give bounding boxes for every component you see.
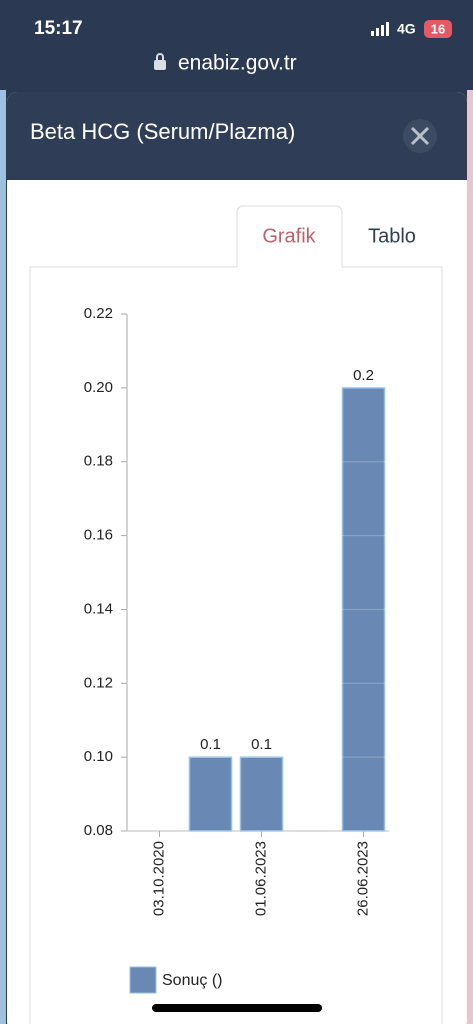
tab-label[interactable]: Grafik [262, 225, 316, 247]
url[interactable]: enabiz.gov.tr [178, 52, 297, 75]
y-tick-label: 0.10 [84, 748, 113, 765]
y-tick-label: 0.22 [84, 305, 113, 322]
legend-label: Sonuç () [162, 972, 222, 989]
x-tick-label: 01.06.2023 [252, 841, 269, 916]
value-label: 0.1 [251, 736, 272, 753]
tab-active[interactable] [236, 205, 343, 267]
battery [424, 20, 452, 38]
legend-swatch [129, 966, 157, 994]
value-label: 0.2 [353, 367, 374, 384]
y-tick-label: 0.08 [84, 822, 113, 839]
lock-icon [154, 53, 166, 70]
tab-label[interactable]: Tablo [368, 225, 416, 247]
y-tick-label: 0.12 [84, 674, 113, 691]
right-edge [467, 90, 473, 1024]
value-label: 0.1 [200, 736, 221, 753]
battery-level: 16 [431, 21, 445, 36]
network: 4G [397, 21, 416, 37]
bar [239, 756, 284, 832]
home-indicator [152, 1004, 322, 1012]
left-edge [0, 90, 6, 1024]
time: 15:17 [34, 18, 83, 39]
y-tick-label: 0.20 [84, 379, 113, 396]
modal-header [7, 92, 467, 180]
y-tick-label: 0.14 [84, 600, 113, 617]
y-tick-label: 0.18 [84, 453, 113, 470]
x-tick-label: 03.10.2020 [150, 841, 167, 916]
modal-title: Beta HCG (Serum/Plazma) [30, 119, 295, 144]
x-tick-label: 26.06.2023 [354, 841, 371, 916]
chart-panel [29, 266, 443, 1024]
bar [341, 387, 386, 832]
close-button[interactable] [403, 119, 437, 153]
y-tick-label: 0.16 [84, 527, 113, 544]
signal-icon [371, 22, 389, 36]
bar [188, 756, 233, 832]
